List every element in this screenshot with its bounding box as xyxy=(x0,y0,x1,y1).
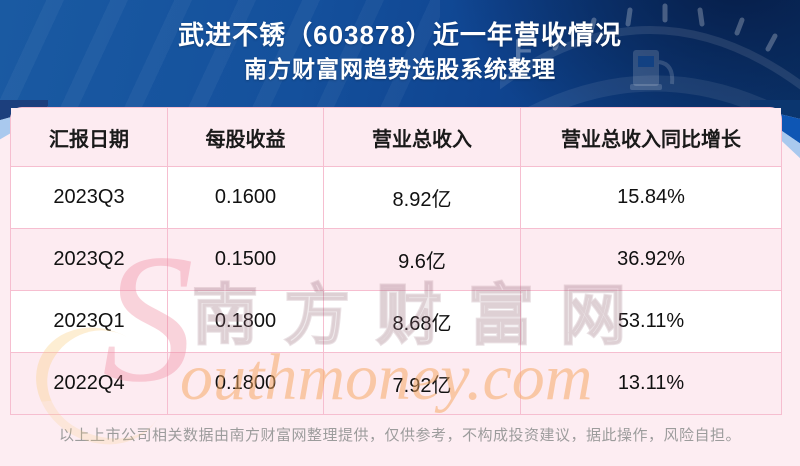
fuel-pump-icon xyxy=(630,50,675,90)
page-subtitle: 南方财富网趋势选股系统整理 xyxy=(244,56,556,82)
column-header-total-revenue: 营业总收入 xyxy=(323,108,520,166)
cell-report-date: 2022Q4 xyxy=(53,372,125,394)
cell-yoy-growth: 15.84% xyxy=(520,167,781,228)
cell-total-revenue: 9.6亿 xyxy=(323,229,520,290)
cell-eps: 0.1600 xyxy=(167,167,323,228)
cell-total-revenue: 8.92亿 xyxy=(323,167,520,228)
disclaimer-text: 以上上市公司相关数据由南方财富网整理提供，仅供参考，不构成投资建议，据此操作，风… xyxy=(58,427,741,444)
page-title: 武进不锈（603878）近一年营收情况 xyxy=(178,20,622,50)
cell-total-revenue: 7.92亿 xyxy=(323,353,520,414)
table-row: 2023Q3 0.1600 8.92亿 15.84% xyxy=(11,166,781,228)
column-header-report-date: 汇报日期 xyxy=(49,128,129,151)
header-banner: F 武进不锈（603878）近一年营收情况 南方财富网趋势选股系统整理 xyxy=(0,0,800,107)
revenue-table: 汇报日期 每股收益 营业总收入 营业总收入同比增长 2023Q3 0.1600 … xyxy=(10,107,782,415)
cell-report-date: 2023Q3 xyxy=(53,186,125,208)
gauge-ticks xyxy=(552,3,778,52)
svg-text:F: F xyxy=(514,34,532,67)
cell-total-revenue: 8.68亿 xyxy=(323,291,520,352)
cell-eps: 0.1800 xyxy=(167,353,323,414)
cell-eps: 0.1800 xyxy=(167,291,323,352)
table-header-row: 汇报日期 每股收益 营业总收入 营业总收入同比增长 xyxy=(11,108,781,166)
column-header-eps: 每股收益 xyxy=(167,108,323,166)
table-row: 2023Q1 0.1800 8.68亿 53.11% xyxy=(11,290,781,352)
table-row: 2022Q4 0.1800 7.92亿 13.11% xyxy=(11,352,781,414)
fuel-gauge-icon: F xyxy=(500,3,800,107)
cell-report-date: 2023Q1 xyxy=(53,310,125,332)
cell-yoy-growth: 13.11% xyxy=(520,353,781,414)
cell-yoy-growth: 36.92% xyxy=(520,229,781,290)
table-row: 2023Q2 0.1500 9.6亿 36.92% xyxy=(11,228,781,290)
column-header-yoy-growth: 营业总收入同比增长 xyxy=(520,108,781,166)
cell-report-date: 2023Q2 xyxy=(53,248,125,270)
cell-yoy-growth: 53.11% xyxy=(520,291,781,352)
cell-eps: 0.1500 xyxy=(167,229,323,290)
